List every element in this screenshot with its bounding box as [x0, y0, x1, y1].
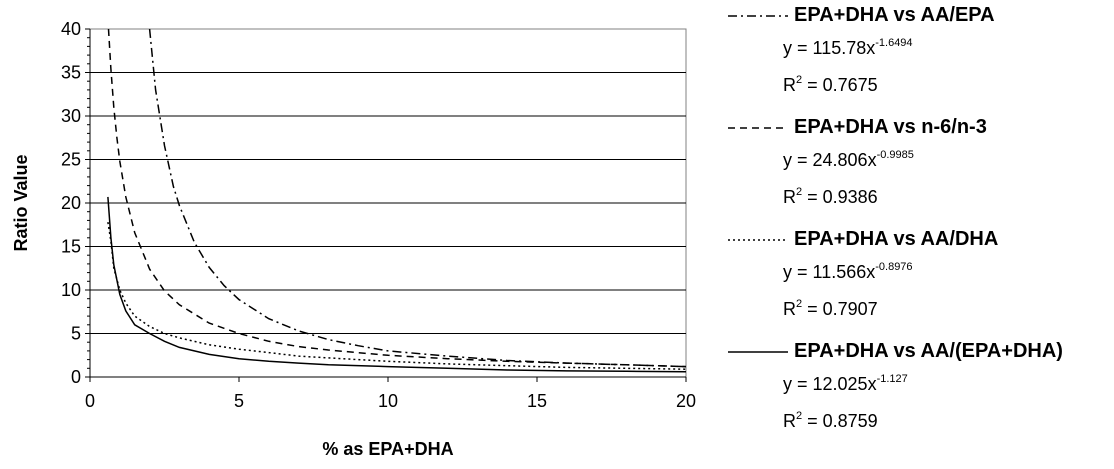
- r-squared-value: R2 = 0.9386: [783, 186, 878, 207]
- legend-series-name: EPA+DHA vs n-6/n-3: [794, 116, 987, 138]
- trendline-equation: y = 12.025x-1.127: [783, 373, 908, 394]
- x-tick-label: 0: [85, 391, 95, 411]
- r-squared-value: R2 = 0.7907: [783, 298, 878, 319]
- trendline-equation: y = 115.78x-1.6494: [783, 37, 913, 58]
- legend-line-dot: [728, 238, 788, 241]
- x-axis-label: % as EPA+DHA: [322, 439, 453, 459]
- legend-entry-n6-n3: EPA+DHA vs n-6/n-3 y = 24.806x-0.9985 R2…: [728, 116, 1114, 228]
- series-line-3: [107, 196, 686, 373]
- trendline-equation: y = 11.566x-0.8976: [783, 261, 913, 282]
- legend-line-dash: [728, 126, 788, 129]
- legend-entry-aa-epa: EPA+DHA vs AA/EPA y = 115.78x-1.6494 R2 …: [728, 4, 1114, 116]
- y-tick-label: 15: [61, 237, 81, 257]
- y-tick-label: 20: [61, 193, 81, 213]
- y-tick-label: 10: [61, 280, 81, 300]
- y-tick-label: 0: [71, 367, 81, 387]
- legend-entry-aa-dha: EPA+DHA vs AA/DHA y = 11.566x-0.8976 R2 …: [728, 228, 1114, 340]
- y-axis-label: Ratio Value: [11, 154, 31, 251]
- series-line-2: [107, 221, 686, 370]
- legend-line-solid: [728, 350, 788, 353]
- trendline-equation: y = 24.806x-0.9985: [783, 149, 914, 170]
- legend: EPA+DHA vs AA/EPA y = 115.78x-1.6494 R2 …: [728, 4, 1114, 452]
- legend-series-name: EPA+DHA vs AA/DHA: [794, 228, 999, 250]
- legend-series-name: EPA+DHA vs AA/EPA: [794, 4, 995, 26]
- r-squared-value: R2 = 0.7675: [783, 74, 878, 95]
- r-squared-value: R2 = 0.8759: [783, 410, 878, 431]
- x-tick-label: 20: [676, 391, 696, 411]
- y-tick-label: 40: [61, 19, 81, 39]
- y-tick-label: 35: [61, 63, 81, 83]
- legend-entry-aa-epa-dha: EPA+DHA vs AA/(EPA+DHA) y = 12.025x-1.12…: [728, 340, 1114, 452]
- legend-line-dash-dot: [728, 14, 788, 17]
- chart: 0 5 10 15 20 25 30 35 40 0 5 10 15 20 % as EPA+DHA Ra…: [11, 19, 696, 459]
- x-tick-label: 5: [234, 391, 244, 411]
- legend-series-name: EPA+DHA vs AA/(EPA+DHA): [794, 340, 1063, 362]
- series-line-0: [148, 29, 686, 368]
- x-tick-label: 15: [527, 391, 547, 411]
- y-tick-label: 5: [71, 324, 81, 344]
- y-tick-label: 30: [61, 106, 81, 126]
- series-line-1: [107, 29, 686, 368]
- y-tick-label: 25: [61, 150, 81, 170]
- x-tick-label: 10: [378, 391, 398, 411]
